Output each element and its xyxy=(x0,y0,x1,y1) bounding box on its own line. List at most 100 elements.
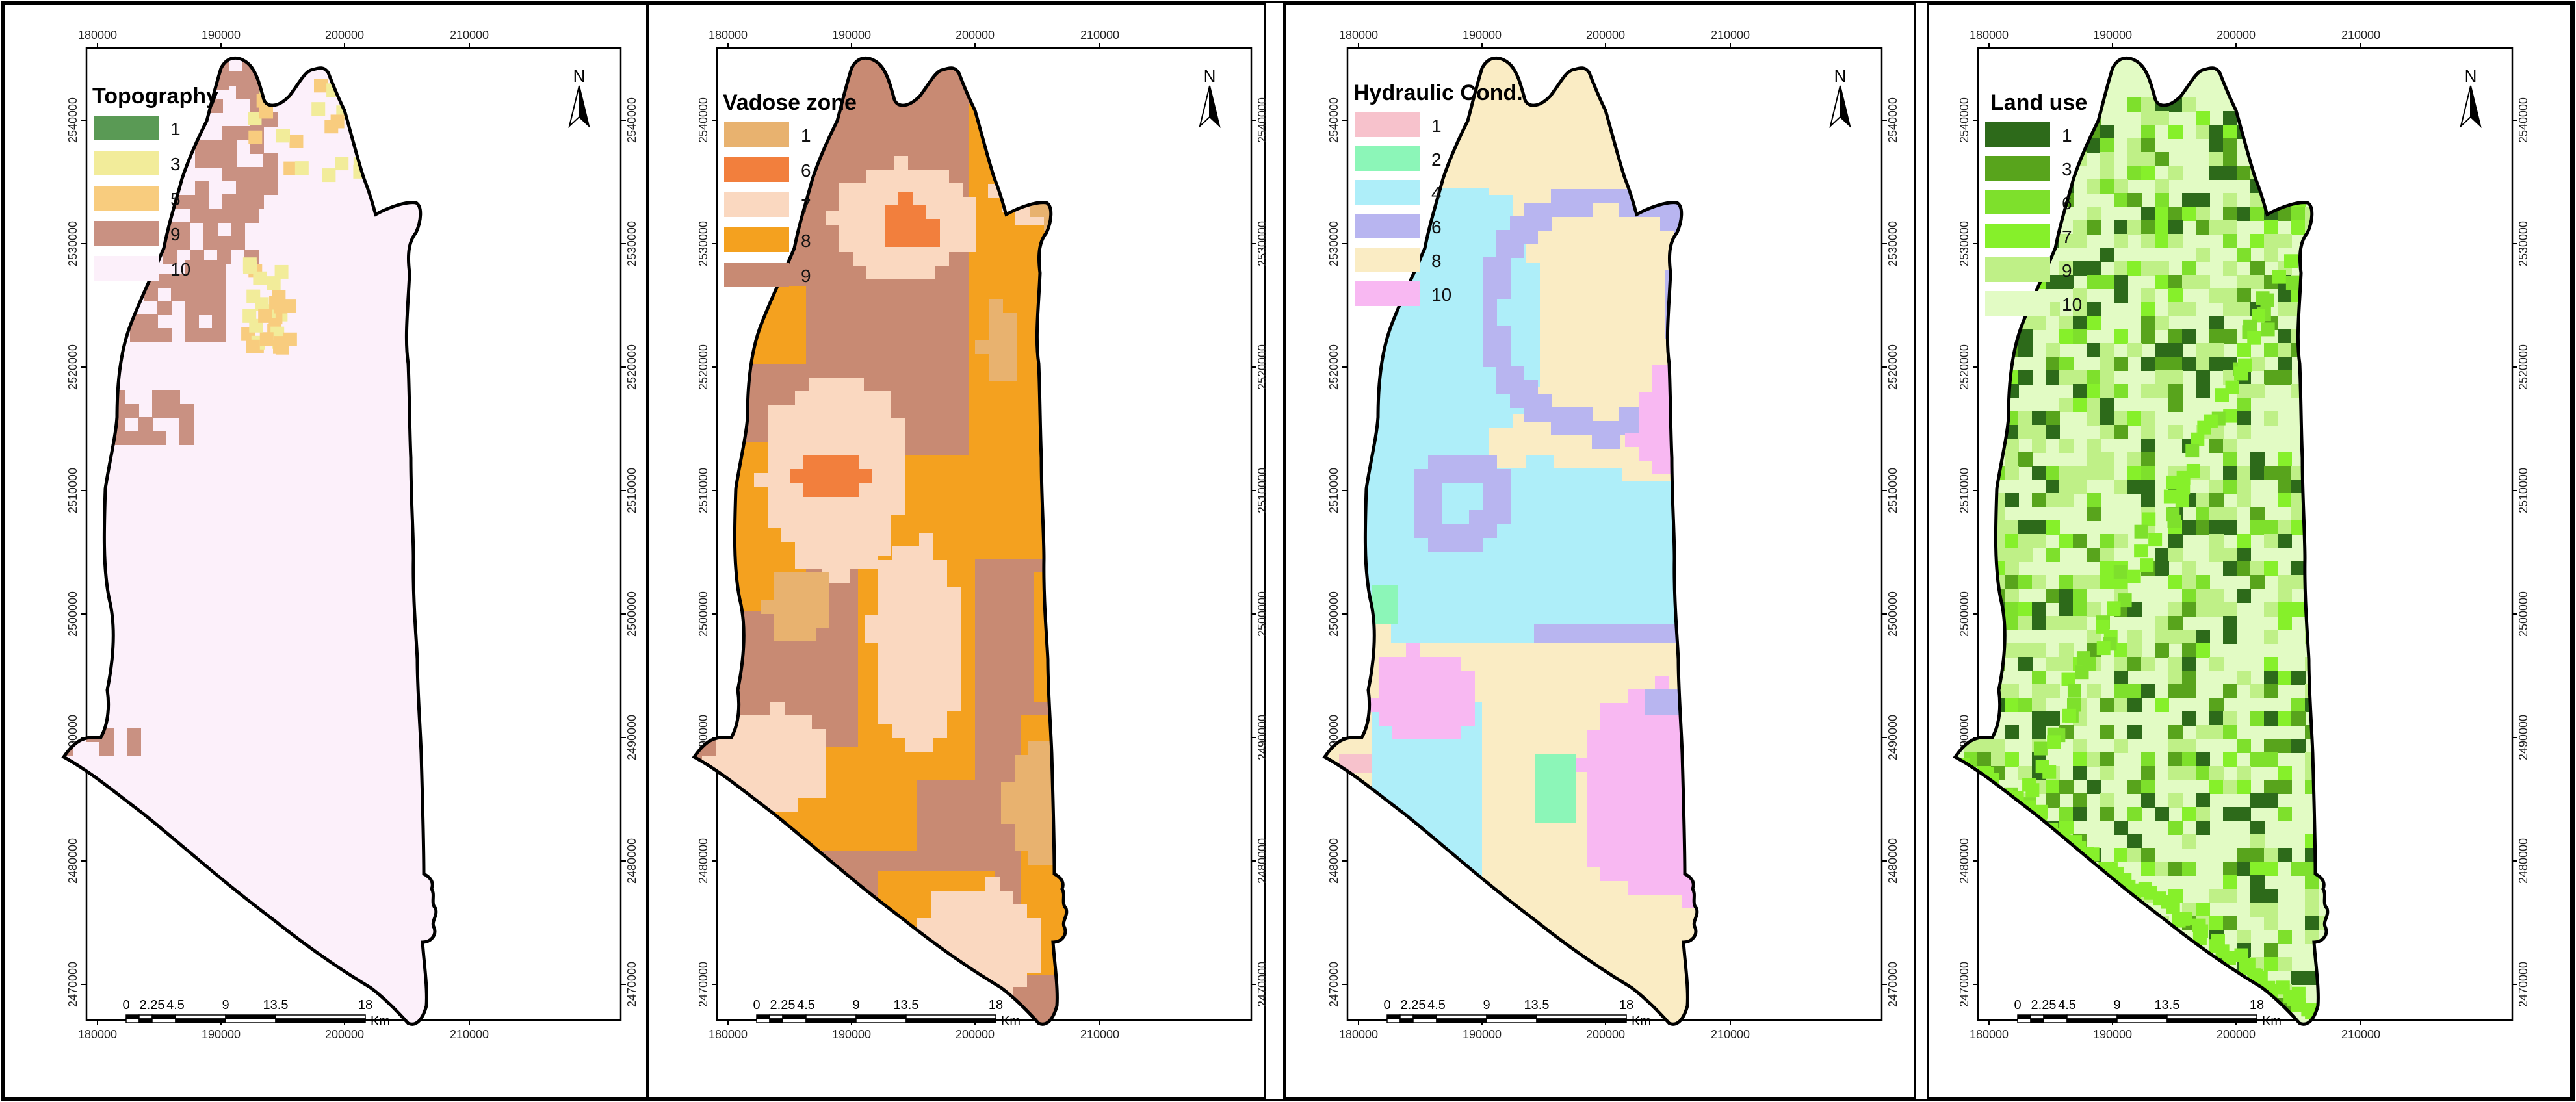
raster-cell xyxy=(2005,493,2019,507)
raster-cell xyxy=(2305,889,2319,903)
raster-cell xyxy=(1619,203,1633,217)
raster-cell xyxy=(2005,548,2019,562)
raster-cell xyxy=(878,601,892,615)
raster-cell xyxy=(1512,277,1526,291)
y-tick-label: 2540000 xyxy=(1886,97,1899,143)
raster-cell xyxy=(125,431,139,445)
raster-cell xyxy=(2141,439,2155,453)
raster-cell xyxy=(836,528,850,542)
raster-cell xyxy=(985,918,1000,932)
raster-cell xyxy=(242,75,256,90)
raster-cell xyxy=(912,205,926,220)
raster-cell xyxy=(1619,407,1633,422)
scale-label: 9 xyxy=(222,998,229,1012)
raster-cell xyxy=(1510,380,1524,394)
raster-cell xyxy=(2073,480,2087,494)
raster-cell xyxy=(99,741,114,756)
raster-cell xyxy=(921,251,935,266)
raster-cell xyxy=(2196,507,2210,521)
scale-segment xyxy=(805,1014,857,1019)
raster-cell xyxy=(2046,520,2060,535)
raster-cell xyxy=(2141,752,2155,767)
raster-cell xyxy=(905,697,920,711)
raster-cell xyxy=(892,560,906,574)
raster-cell xyxy=(2285,276,2300,290)
raster-cell xyxy=(2141,766,2155,780)
raster-cell xyxy=(2196,248,2210,262)
y-ticks-right: 2540000253000025200002510000250000024900… xyxy=(1251,97,1269,1007)
raster-cell xyxy=(781,446,796,460)
y-tick-label: 2500000 xyxy=(1886,591,1899,637)
raster-cell xyxy=(2018,698,2033,712)
raster-cell xyxy=(2114,425,2128,439)
raster-cell xyxy=(2155,561,2169,576)
raster-cell xyxy=(891,473,905,487)
raster-cell xyxy=(231,236,245,250)
raster-cell xyxy=(2114,261,2128,276)
raster-cell xyxy=(1447,711,1461,726)
raster-cell xyxy=(985,959,1000,973)
raster-cell xyxy=(898,192,913,206)
scale-segment xyxy=(2166,1018,2257,1023)
raster-cell xyxy=(850,541,864,556)
raster-cell xyxy=(2182,752,2196,767)
raster-cell xyxy=(2155,384,2169,398)
raster-cell xyxy=(2100,138,2114,153)
raster-cell xyxy=(2141,111,2155,125)
raster-cell xyxy=(781,514,796,528)
raster-cell xyxy=(1655,867,1669,881)
raster-cell xyxy=(2087,466,2101,480)
scale-segment xyxy=(855,1014,907,1019)
raster-cell xyxy=(863,555,878,569)
scale-label: 0 xyxy=(2014,998,2021,1012)
raster-cell xyxy=(179,431,194,445)
raster-cell xyxy=(2114,643,2128,658)
raster-cell xyxy=(958,904,972,919)
raster-cell xyxy=(1485,413,1499,428)
raster-cell xyxy=(1594,537,1608,551)
raster-cell xyxy=(811,784,826,798)
raster-cell xyxy=(2237,480,2251,494)
raster-cell xyxy=(989,313,1003,327)
raster-cell xyxy=(2168,398,2183,412)
raster-cell xyxy=(259,332,274,346)
x-tick-label: 180000 xyxy=(1970,29,2009,42)
raster-cell xyxy=(1669,839,1683,854)
raster-cell xyxy=(1469,455,1483,470)
raster-cell xyxy=(926,233,940,247)
raster-cell xyxy=(770,770,785,784)
raster-cell xyxy=(1026,918,1041,932)
raster-cell xyxy=(2196,384,2210,398)
x-tick-label: 190000 xyxy=(2093,29,2132,42)
raster-cell xyxy=(933,587,947,602)
raster-cell xyxy=(866,238,881,252)
raster-cell xyxy=(125,404,139,418)
raster-cell xyxy=(831,469,845,483)
raster-cell xyxy=(1660,203,1674,217)
raster-cell xyxy=(157,301,172,315)
raster-cell xyxy=(209,153,223,168)
raster-cell xyxy=(2100,425,2114,439)
raster-cell xyxy=(836,500,850,515)
raster-cell xyxy=(935,251,949,266)
raster-cell xyxy=(972,932,986,946)
raster-cell xyxy=(2278,370,2292,385)
raster-cell xyxy=(1526,263,1540,277)
raster-cell xyxy=(2141,411,2155,426)
raster-cell xyxy=(850,432,864,446)
raster-cell xyxy=(2141,125,2155,139)
raster-cell xyxy=(2127,698,2142,712)
raster-cell xyxy=(1485,209,1499,223)
raster-cell xyxy=(1430,345,1444,359)
raster-cell xyxy=(1652,446,1667,461)
raster-cell xyxy=(1526,345,1540,359)
raster-cell xyxy=(770,743,785,757)
raster-cell xyxy=(1015,782,1029,797)
raster-cell xyxy=(1015,796,1029,810)
raster-cell xyxy=(1461,711,1475,726)
raster-cell xyxy=(2196,275,2210,289)
x-tick-label: 210000 xyxy=(1711,1028,1750,1041)
raster-cell xyxy=(1471,550,1485,565)
raster-cell xyxy=(1628,771,1642,786)
raster-cell xyxy=(2114,671,2128,685)
